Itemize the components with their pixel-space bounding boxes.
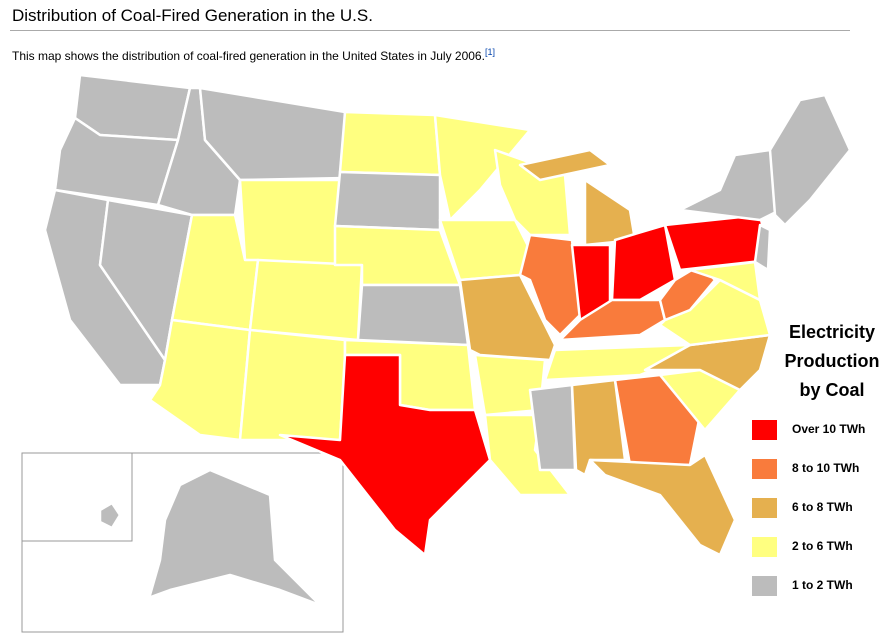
title-rule <box>10 30 850 31</box>
region <box>238 178 342 267</box>
region <box>678 148 782 222</box>
legend-title: by Coal <box>799 380 864 400</box>
legend-swatch <box>752 537 777 557</box>
region <box>753 223 772 272</box>
region <box>338 110 442 177</box>
legend-swatch <box>752 420 777 440</box>
region <box>356 283 470 347</box>
page-title: Distribution of Coal-Fired Generation in… <box>12 6 373 25</box>
legend-label: 8 to 10 TWh <box>792 461 859 475</box>
region <box>433 113 532 222</box>
region <box>610 223 677 302</box>
legend-title: Electricity <box>789 322 875 342</box>
legend-swatch <box>752 459 777 479</box>
legend-label: 1 to 2 TWh <box>792 578 853 592</box>
legend-label: Over 10 TWh <box>792 422 865 436</box>
region <box>333 170 442 232</box>
region <box>278 353 492 557</box>
region <box>663 213 772 272</box>
legend-label: 2 to 6 TWh <box>792 539 853 553</box>
region <box>768 93 852 227</box>
hawaii-frame <box>21 452 133 542</box>
region <box>658 263 717 322</box>
region <box>98 501 122 530</box>
legend-label: 6 to 8 TWh <box>792 500 853 514</box>
region <box>688 260 762 302</box>
region <box>238 328 347 442</box>
region <box>588 453 737 557</box>
legend-swatch <box>752 498 777 518</box>
footnote-link[interactable]: [1] <box>484 47 495 57</box>
legend-swatch <box>752 576 777 596</box>
region <box>248 258 364 342</box>
description-text: This map shows the distribution of coal-… <box>12 49 485 63</box>
inset-frame <box>21 452 344 633</box>
region <box>518 148 612 182</box>
region <box>108 468 322 614</box>
legend-title: Production <box>785 351 880 371</box>
description: This map shows the distribution of coal-… <box>12 47 495 63</box>
